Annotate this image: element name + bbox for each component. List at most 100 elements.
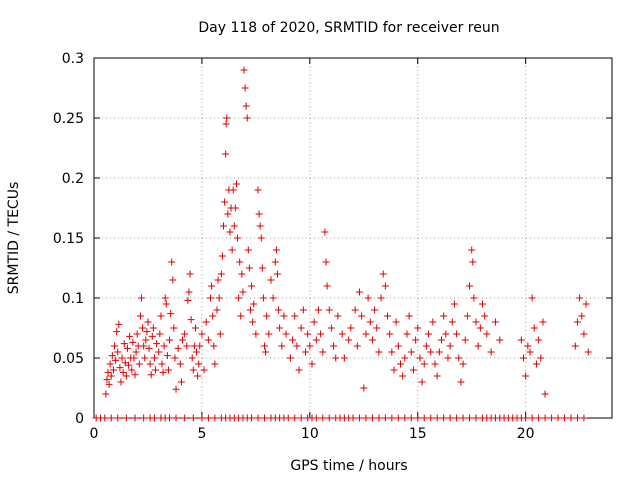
- data-point: [571, 342, 579, 350]
- data-point: [171, 354, 179, 362]
- data-point: [195, 360, 203, 368]
- data-point: [433, 372, 441, 380]
- zero-data-point: [211, 414, 219, 422]
- data-point: [196, 342, 204, 350]
- zero-data-point: [554, 414, 562, 422]
- zero-data-point: [166, 414, 174, 422]
- data-point: [116, 364, 124, 372]
- data-point: [230, 222, 238, 230]
- data-point: [241, 84, 249, 92]
- zero-data-point: [107, 414, 115, 422]
- data-point: [444, 354, 452, 362]
- data-point: [232, 180, 240, 188]
- data-point: [144, 318, 152, 326]
- data-point: [541, 390, 549, 398]
- data-point: [368, 336, 376, 344]
- data-point: [405, 312, 413, 320]
- y-tick-label: 0.2: [62, 171, 84, 187]
- zero-data-point: [453, 414, 461, 422]
- data-point: [470, 294, 478, 302]
- data-point: [112, 356, 120, 364]
- zero-data-point: [548, 414, 556, 422]
- data-point: [463, 312, 471, 320]
- data-point: [141, 354, 149, 362]
- data-point: [327, 324, 335, 332]
- data-point: [453, 330, 461, 338]
- data-point: [147, 371, 155, 379]
- data-point: [347, 324, 355, 332]
- zero-data-point: [204, 414, 212, 422]
- chart-title: Day 118 of 2020, SRMTID for receiver reu…: [198, 20, 499, 36]
- data-point: [435, 348, 443, 356]
- data-point: [108, 352, 116, 360]
- zero-data-point: [440, 414, 448, 422]
- data-point: [215, 294, 223, 302]
- data-point: [450, 300, 458, 308]
- data-point: [481, 312, 489, 320]
- data-point: [293, 342, 301, 350]
- data-point: [129, 338, 137, 346]
- data-point: [530, 324, 538, 332]
- data-point: [448, 318, 456, 326]
- data-point: [119, 368, 127, 376]
- data-point: [262, 348, 270, 356]
- data-point: [189, 366, 197, 374]
- data-point: [107, 372, 115, 380]
- zero-data-point: [114, 414, 122, 422]
- data-point: [468, 246, 476, 254]
- data-point: [183, 342, 191, 350]
- data-point: [278, 342, 286, 350]
- zero-data-point: [381, 414, 389, 422]
- x-tick-labels: 0 5 10 15 20: [90, 426, 535, 442]
- data-point: [184, 296, 192, 304]
- data-point: [226, 228, 234, 236]
- data-point: [537, 354, 545, 362]
- data-point: [145, 344, 153, 352]
- zero-data-point: [573, 414, 581, 422]
- zero-data-point: [414, 414, 422, 422]
- data-point: [308, 360, 316, 368]
- data-point: [146, 360, 154, 368]
- data-point: [442, 330, 450, 338]
- data-point: [208, 282, 216, 290]
- data-point: [169, 276, 177, 284]
- data-point: [273, 270, 281, 278]
- data-point: [522, 372, 530, 380]
- zero-data-point: [297, 414, 305, 422]
- data-point: [412, 336, 420, 344]
- data-point: [302, 348, 310, 356]
- data-point: [136, 312, 144, 320]
- x-axis-label: GPS time / hours: [290, 458, 407, 474]
- data-point: [524, 342, 532, 350]
- zero-data-point: [528, 414, 536, 422]
- zero-data-point: [140, 414, 148, 422]
- data-point: [269, 294, 277, 302]
- zero-data-point: [319, 414, 327, 422]
- data-point: [483, 330, 491, 338]
- data-point: [235, 294, 243, 302]
- data-point: [252, 330, 260, 338]
- data-point: [102, 390, 110, 398]
- x-tick-label: 15: [409, 426, 427, 442]
- y-tick-label: 0: [75, 411, 84, 427]
- data-point: [185, 288, 193, 296]
- data-point: [222, 150, 230, 158]
- data-point: [109, 366, 117, 374]
- data-point: [238, 270, 246, 278]
- data-point: [390, 366, 398, 374]
- data-point: [414, 324, 422, 332]
- data-point: [167, 310, 175, 318]
- data-point: [137, 294, 145, 302]
- data-point: [520, 354, 528, 362]
- zero-data-point: [325, 414, 333, 422]
- data-point: [244, 246, 252, 254]
- data-point: [418, 378, 426, 386]
- data-point: [106, 360, 114, 368]
- data-point: [211, 360, 219, 368]
- data-point: [491, 318, 499, 326]
- zero-data-point: [254, 414, 262, 422]
- data-point: [132, 348, 140, 356]
- data-point: [312, 336, 320, 344]
- zero-data-point: [198, 414, 206, 422]
- zero-data-point: [181, 414, 189, 422]
